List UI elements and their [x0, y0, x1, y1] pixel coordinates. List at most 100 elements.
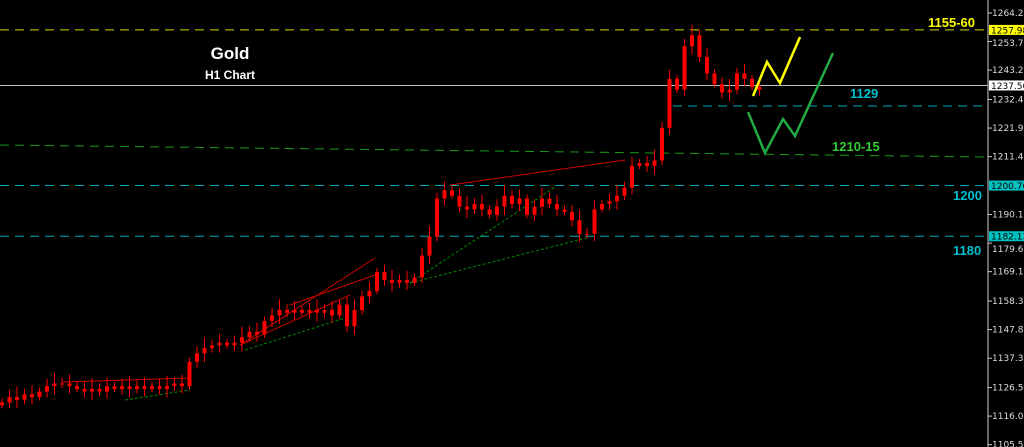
candle-body — [540, 198, 544, 207]
candle-body — [427, 236, 432, 256]
support-trendline — [409, 186, 556, 284]
candle-body — [720, 84, 724, 93]
candle-body — [450, 190, 454, 196]
candle-body — [352, 310, 357, 327]
candle-body — [105, 386, 109, 392]
candle-body — [562, 209, 567, 213]
candle-body — [405, 280, 409, 283]
candle-body — [645, 163, 649, 166]
candle-body — [615, 195, 619, 202]
candle-body — [45, 386, 49, 392]
candle-body — [705, 57, 709, 74]
candle-body — [67, 383, 72, 387]
candle-body — [547, 198, 552, 204]
level-label-1210-15: 1210-15 — [832, 139, 880, 154]
candle-body — [502, 195, 507, 207]
price-axis-label: 1264.20 — [992, 9, 1024, 19]
candle-body — [315, 310, 319, 313]
chart-title: Gold — [210, 44, 250, 63]
candle-body — [172, 383, 177, 387]
resistance-trendline — [449, 159, 626, 186]
candle-body — [510, 195, 514, 204]
candle-body — [75, 386, 79, 389]
candle-body — [142, 386, 147, 389]
level-label-1129: 1129 — [850, 86, 879, 101]
price-tag-label: 1257.98 — [991, 26, 1024, 36]
candle-body — [307, 310, 312, 313]
candle-body — [367, 290, 372, 297]
candle-body — [690, 35, 694, 47]
candle-body — [187, 361, 192, 387]
price-axis-label: 1253.70 — [992, 39, 1024, 49]
candle-body — [330, 310, 334, 316]
candle-body — [232, 342, 237, 346]
candle-body — [390, 280, 394, 283]
candle-body — [292, 310, 297, 313]
candle-body — [750, 78, 754, 87]
candle-body — [195, 353, 199, 362]
candle-body — [675, 78, 679, 90]
candle-body — [630, 165, 634, 188]
candle-body — [277, 310, 282, 316]
price-axis-label: 1243.20 — [992, 66, 1024, 76]
price-axis-label: 1221.90 — [992, 124, 1024, 134]
candle-body — [37, 391, 42, 398]
candle-body — [457, 195, 462, 207]
price-axis-label: 1147.80 — [992, 326, 1024, 336]
candle-body — [165, 386, 169, 389]
projected-path-bullish — [751, 36, 802, 97]
price-axis-label: 1190.10 — [992, 211, 1024, 221]
candle-body — [555, 203, 559, 210]
candle-body — [82, 388, 87, 392]
candle-body — [262, 320, 267, 335]
candle-body — [637, 163, 642, 166]
price-tag — [989, 24, 1024, 35]
candle-body — [240, 337, 244, 343]
resistance-trendline — [289, 274, 376, 306]
candle-body — [412, 277, 417, 283]
candle-body — [255, 331, 259, 335]
candle-body — [270, 315, 274, 321]
candle-body — [577, 220, 582, 234]
support-trendline — [244, 317, 346, 351]
candle-body — [570, 212, 574, 221]
price-axis-label: 1126.50 — [992, 384, 1024, 394]
candle-body — [300, 310, 304, 313]
candle-body — [667, 78, 672, 128]
candle-body — [757, 86, 762, 90]
candle-body — [375, 271, 379, 291]
candle-body — [30, 394, 34, 398]
price-tag — [989, 231, 1024, 242]
candle-body — [742, 73, 747, 79]
candle-body — [382, 271, 387, 281]
support-trendline — [124, 389, 191, 401]
candle-body — [660, 127, 664, 161]
candle-body — [120, 386, 124, 389]
candle-body — [532, 206, 537, 215]
candle-body — [202, 348, 207, 354]
candle-body — [480, 203, 484, 210]
candle-body — [7, 397, 12, 403]
price-axis-label: 1116.00 — [992, 412, 1024, 422]
candle-body — [397, 280, 402, 283]
candle-body — [127, 386, 132, 389]
candle-body — [487, 209, 492, 215]
price-tag — [989, 180, 1024, 191]
candle-body — [285, 310, 289, 313]
candle-body — [697, 35, 702, 58]
candle-body — [682, 46, 687, 90]
level-label-1180: 1180 — [953, 243, 982, 258]
candle-body — [585, 233, 589, 235]
candle-body — [712, 73, 717, 85]
candle-body — [15, 397, 19, 400]
candle-body — [150, 386, 154, 389]
price-axis-label: 1105.50 — [992, 441, 1024, 447]
candle-body — [112, 386, 117, 389]
candle-body — [727, 89, 732, 93]
price-tag-label: 1237.56 — [991, 82, 1024, 92]
level-label-1200: 1200 — [953, 188, 982, 203]
projected-path-pullback — [746, 52, 835, 156]
price-tag-label: 1182.13 — [991, 233, 1024, 243]
